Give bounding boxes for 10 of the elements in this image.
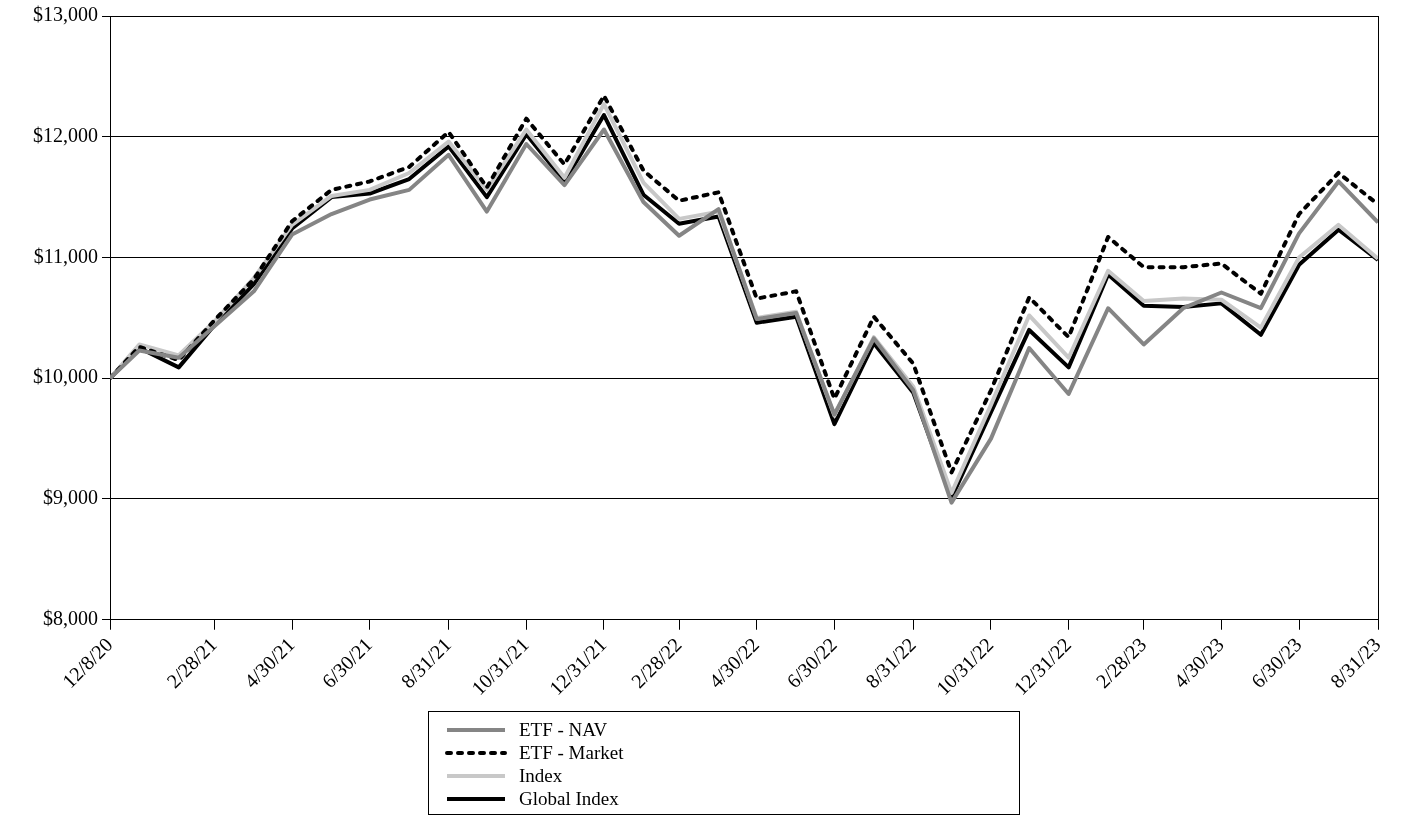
y-tick-label: $11,000 (33, 244, 98, 267)
legend-label: Index (519, 764, 563, 787)
legend-label: Global Index (519, 787, 619, 810)
y-tick-label: $13,000 (33, 3, 98, 26)
legend-label: ETF - NAV (519, 718, 608, 741)
y-tick-label: $12,000 (33, 124, 98, 146)
y-tick-label: $8,000 (43, 606, 98, 629)
y-tick-label: $9,000 (43, 486, 98, 509)
y-tick-label: $10,000 (33, 365, 98, 388)
legend-label: ETF - Market (519, 741, 624, 764)
